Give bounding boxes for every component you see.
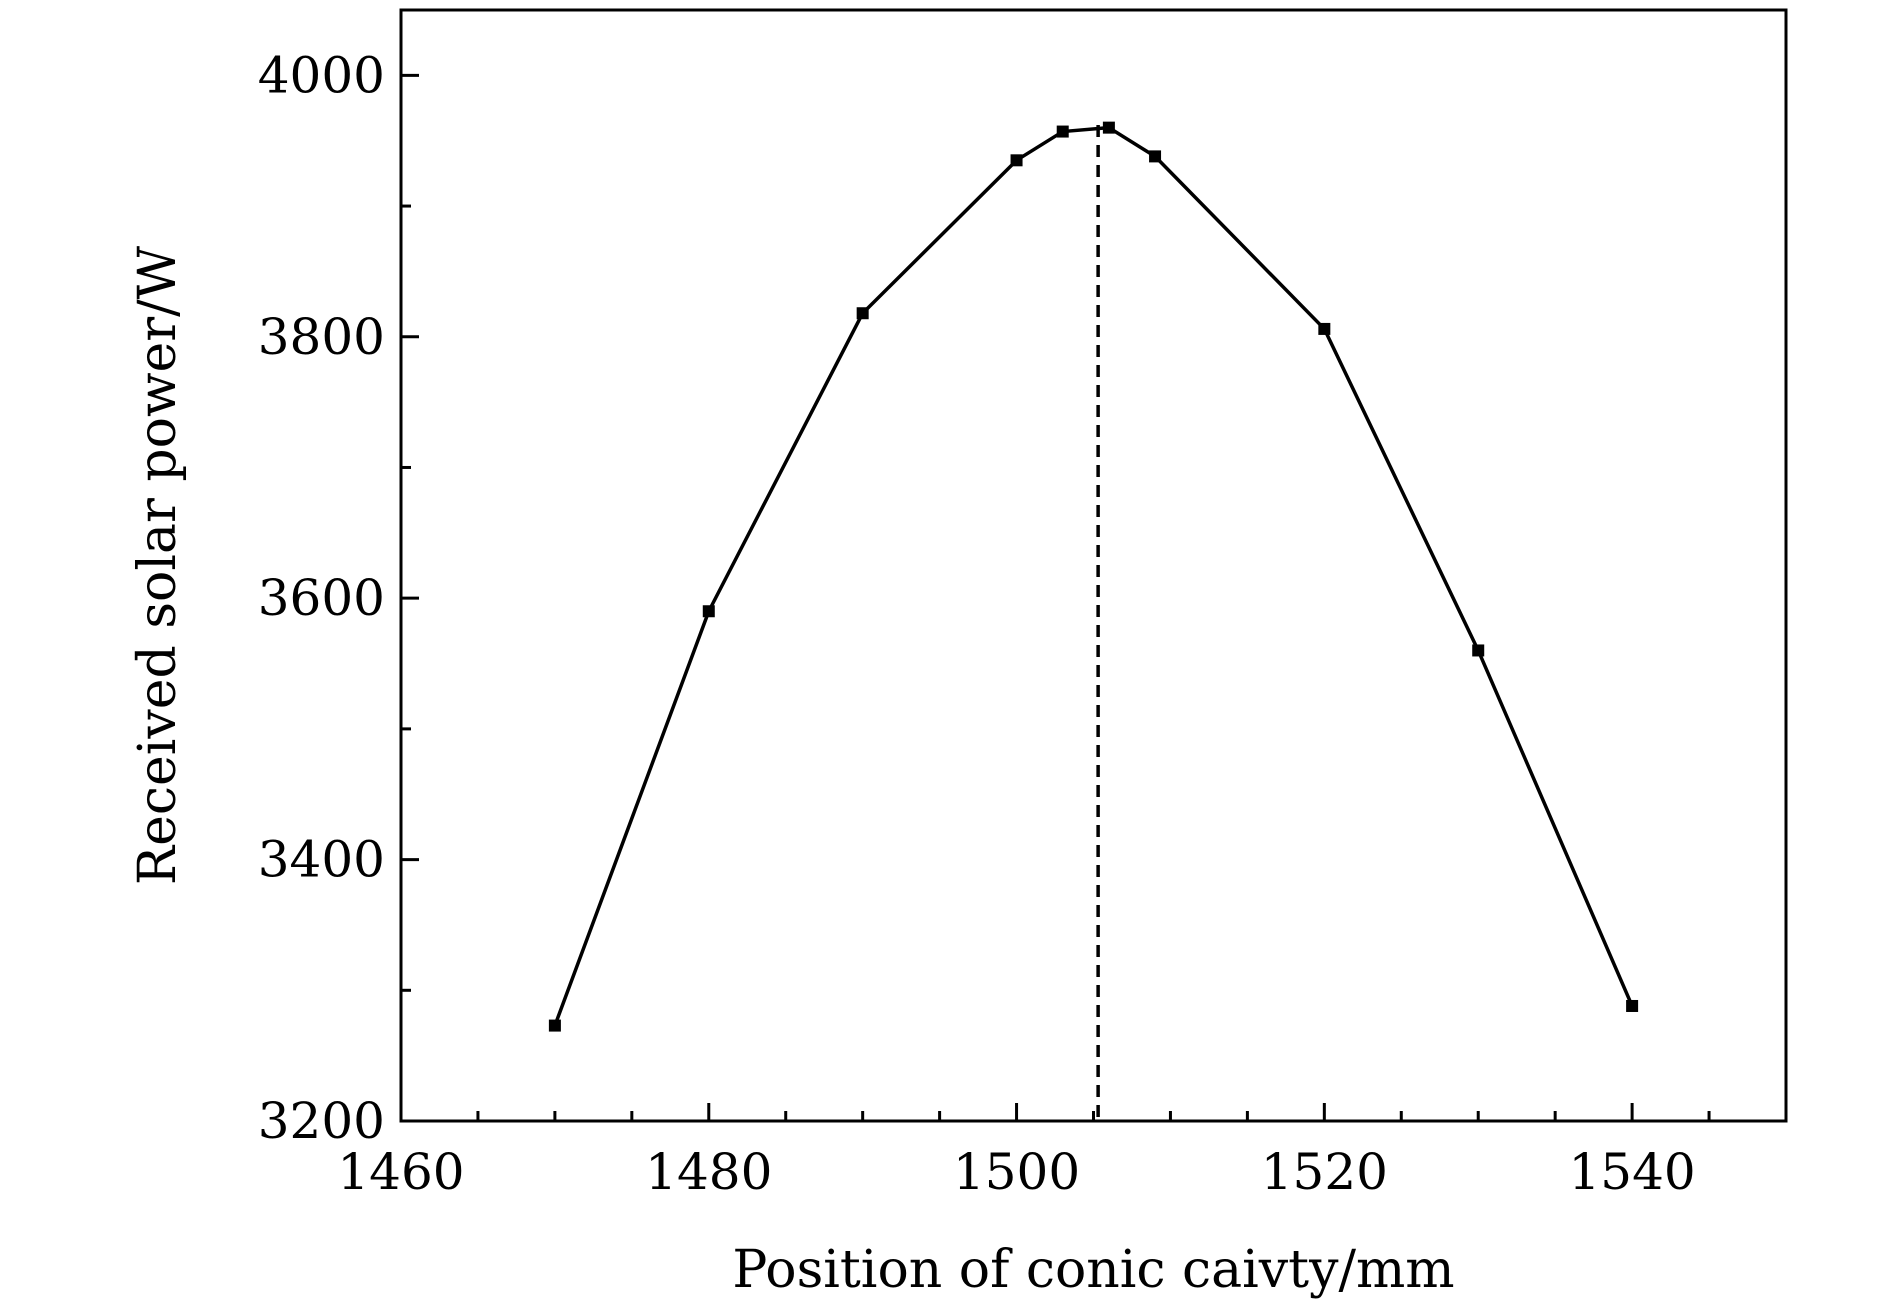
data-point	[702, 605, 715, 618]
plot-frame	[399, 8, 1788, 1123]
y-axis-title: Received solar power/W	[128, 245, 188, 885]
data-point	[856, 307, 869, 320]
y-tick-label: 3400	[258, 831, 385, 889]
y-tick-label: 3600	[258, 569, 385, 627]
data-point	[1472, 644, 1485, 657]
x-tick-label: 1480	[645, 1143, 772, 1201]
data-point	[1626, 999, 1639, 1012]
x-tick-label: 1540	[1568, 1143, 1695, 1201]
x-tick-label: 1460	[337, 1143, 464, 1201]
x-tick-label: 1520	[1261, 1143, 1388, 1201]
y-tick-label: 3200	[258, 1092, 385, 1150]
data-markers	[548, 121, 1639, 1032]
data-point	[1056, 125, 1069, 138]
major-ticks	[399, 73, 1634, 1123]
series-line	[553, 125, 1634, 1027]
data-point	[1149, 150, 1162, 163]
x-axis-title: Position of conic caivty/mm	[732, 1240, 1454, 1300]
data-point	[1102, 121, 1115, 134]
x-tick-labels: 1460 1480 1500 1520 1540	[337, 1143, 1695, 1201]
y-tick-label: 4000	[258, 46, 385, 104]
y-tick-labels: 3200 3400 3600 3800 4000	[258, 46, 385, 1150]
data-point	[1318, 322, 1331, 335]
y-tick-label: 3800	[258, 308, 385, 366]
data-point	[548, 1019, 561, 1032]
minor-ticks	[401, 204, 1788, 1121]
x-tick-label: 1500	[953, 1143, 1080, 1201]
data-point	[1010, 154, 1023, 167]
